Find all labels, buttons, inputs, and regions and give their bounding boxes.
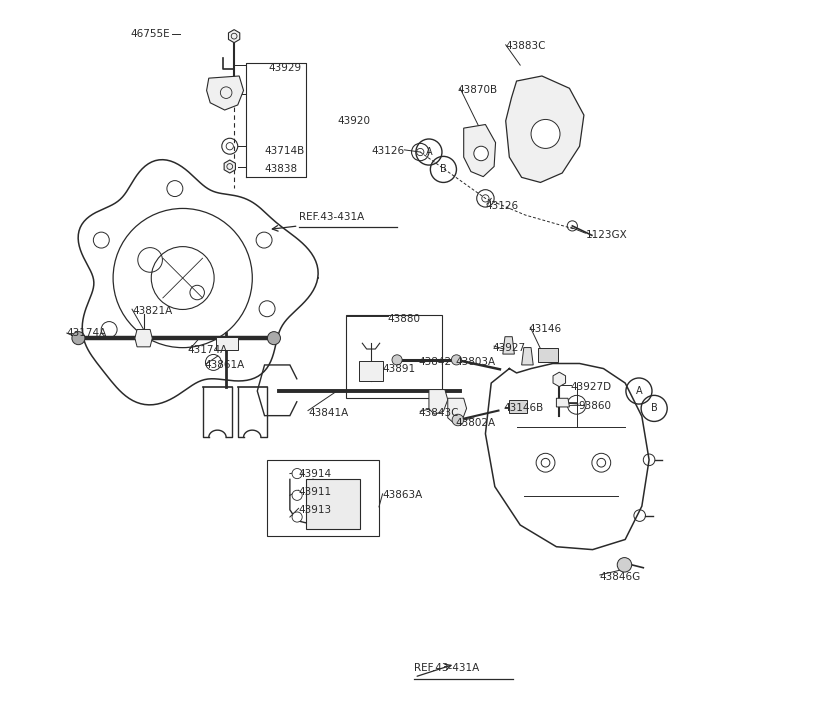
Text: 43861A: 43861A xyxy=(204,360,244,370)
Text: REF.43-431A: REF.43-431A xyxy=(415,664,480,673)
Text: 43880: 43880 xyxy=(387,313,420,324)
Text: 46755E: 46755E xyxy=(131,29,170,39)
Circle shape xyxy=(451,355,462,365)
Text: 43927D: 43927D xyxy=(571,382,612,392)
Text: 1123GX: 1123GX xyxy=(586,230,627,240)
Text: A: A xyxy=(636,386,643,396)
Text: 43146B: 43146B xyxy=(504,403,544,414)
Circle shape xyxy=(268,332,281,345)
Text: 43914: 43914 xyxy=(298,469,332,478)
Text: 43714B: 43714B xyxy=(264,146,305,156)
Text: REF.43-431A: REF.43-431A xyxy=(298,212,363,222)
Bar xyxy=(509,400,528,413)
Circle shape xyxy=(531,119,560,148)
Text: 43843C: 43843C xyxy=(419,408,459,418)
Text: 43870B: 43870B xyxy=(458,85,498,95)
Text: B: B xyxy=(440,164,447,174)
Polygon shape xyxy=(224,160,235,173)
Text: 43126: 43126 xyxy=(486,201,519,211)
Polygon shape xyxy=(463,124,496,177)
Polygon shape xyxy=(429,390,448,414)
Circle shape xyxy=(617,558,632,572)
Bar xyxy=(538,348,558,362)
Polygon shape xyxy=(557,398,569,407)
Circle shape xyxy=(474,146,488,161)
Text: 43846G: 43846G xyxy=(600,572,641,582)
Text: 43883C: 43883C xyxy=(506,41,546,52)
Polygon shape xyxy=(448,398,467,423)
Text: A: A xyxy=(425,147,432,157)
Text: 43838: 43838 xyxy=(264,164,297,174)
Bar xyxy=(306,479,360,529)
Text: 43803A: 43803A xyxy=(455,357,495,367)
Circle shape xyxy=(292,468,302,478)
Polygon shape xyxy=(229,30,240,43)
Circle shape xyxy=(292,490,302,500)
Polygon shape xyxy=(553,372,566,387)
Text: 43146: 43146 xyxy=(529,324,562,334)
Polygon shape xyxy=(522,348,534,365)
Bar xyxy=(359,361,382,381)
Text: B: B xyxy=(651,403,657,414)
Text: 43863A: 43863A xyxy=(382,490,423,500)
Text: 43174A: 43174A xyxy=(187,345,227,356)
Text: 43126: 43126 xyxy=(371,146,404,156)
Polygon shape xyxy=(506,76,584,182)
Bar xyxy=(346,315,442,398)
Text: 43920: 43920 xyxy=(337,116,370,126)
Polygon shape xyxy=(135,329,152,347)
Text: 43174A: 43174A xyxy=(67,328,107,338)
Bar xyxy=(267,459,379,536)
Text: 43891: 43891 xyxy=(382,364,415,374)
Text: 93860: 93860 xyxy=(578,401,611,411)
Bar xyxy=(216,337,238,350)
Text: 43911: 43911 xyxy=(298,486,332,497)
Polygon shape xyxy=(206,76,244,110)
Circle shape xyxy=(72,332,85,345)
Text: 43841A: 43841A xyxy=(308,408,349,418)
Circle shape xyxy=(452,414,463,426)
Circle shape xyxy=(292,512,302,522)
Text: 43842: 43842 xyxy=(419,357,452,367)
Text: 43802A: 43802A xyxy=(455,418,495,428)
Text: 43821A: 43821A xyxy=(132,306,173,316)
Text: 43929: 43929 xyxy=(268,63,301,73)
Text: 43927: 43927 xyxy=(492,342,526,353)
Text: 43913: 43913 xyxy=(298,505,332,515)
Polygon shape xyxy=(503,337,515,354)
Circle shape xyxy=(392,355,402,365)
